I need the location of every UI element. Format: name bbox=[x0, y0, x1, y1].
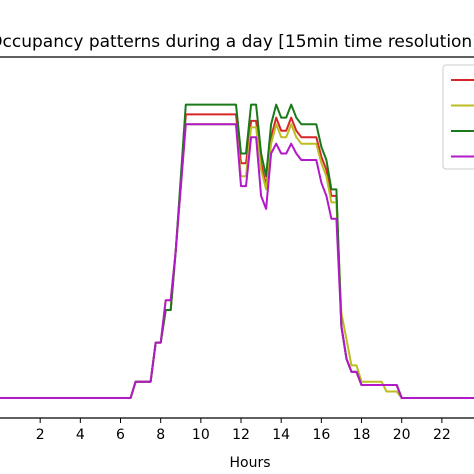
x-tick-label: 2 bbox=[36, 427, 45, 443]
chart-title: Occupancy patterns during a day [15min t… bbox=[0, 32, 474, 52]
x-tick-label: 4 bbox=[76, 427, 85, 443]
x-tick-label: 8 bbox=[156, 427, 165, 443]
legend-box bbox=[442, 64, 474, 170]
x-tick-label: 14 bbox=[272, 427, 290, 443]
plot-area bbox=[0, 56, 474, 419]
x-axis-ticks: 2 4 6 8 10 12 14 16 18 20 22 bbox=[36, 418, 451, 443]
x-tick-label: 22 bbox=[433, 427, 451, 443]
x-tick-label: 6 bbox=[116, 427, 125, 443]
x-tick-label: 12 bbox=[232, 427, 250, 443]
x-axis-label: Hours bbox=[229, 455, 270, 471]
series-line-2 bbox=[0, 123, 474, 399]
x-tick-label: 10 bbox=[192, 427, 210, 443]
series-line-4 bbox=[0, 123, 474, 399]
series-line-1 bbox=[0, 113, 474, 399]
x-tick-label: 18 bbox=[353, 427, 371, 443]
legend bbox=[442, 64, 474, 170]
x-tick-label: 20 bbox=[393, 427, 411, 443]
x-tick-label: 16 bbox=[312, 427, 330, 443]
